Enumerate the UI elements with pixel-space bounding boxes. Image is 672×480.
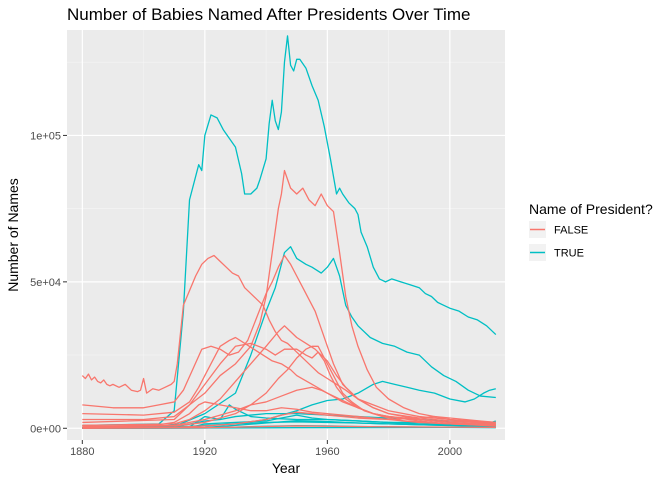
y-axis-title: Number of Names <box>5 178 21 292</box>
series-line-false <box>82 386 496 428</box>
series-line-true <box>82 35 497 427</box>
x-tick-label: 1920 <box>193 446 217 458</box>
plot-panel <box>67 30 505 440</box>
x-tick-label: 1880 <box>70 446 94 458</box>
x-axis-title: Year <box>272 460 301 476</box>
legend-entries: FALSE TRUE <box>529 221 588 261</box>
legend-title: Name of President? <box>529 201 653 217</box>
series-line-false <box>81 254 496 424</box>
series-line-false <box>82 411 496 429</box>
legend-label: FALSE <box>554 225 588 237</box>
y-tick-label: 1e+05 <box>30 130 61 142</box>
series-line-true <box>82 414 496 429</box>
series-line-false <box>82 325 496 427</box>
y-tick-labels: 0e+00 5e+04 1e+05 <box>30 130 61 435</box>
chart-title: Number of Babies Named After Presidents … <box>67 5 470 24</box>
x-tick-label: 2000 <box>438 446 462 458</box>
minor-gridlines <box>67 30 505 440</box>
y-tick-label: 5e+04 <box>30 277 61 289</box>
series-line-false <box>82 425 496 429</box>
axis-ticks <box>63 134 451 444</box>
x-tick-labels: 1880 1920 1960 2000 <box>70 446 462 458</box>
x-tick-label: 1960 <box>315 446 339 458</box>
series-line-false <box>82 169 496 425</box>
legend: Name of President? FALSE TRUE <box>529 201 653 261</box>
series-lines <box>81 35 497 429</box>
y-tick-label: 0e+00 <box>30 423 61 435</box>
series-line-true <box>82 246 496 429</box>
legend-label: TRUE <box>554 248 584 260</box>
